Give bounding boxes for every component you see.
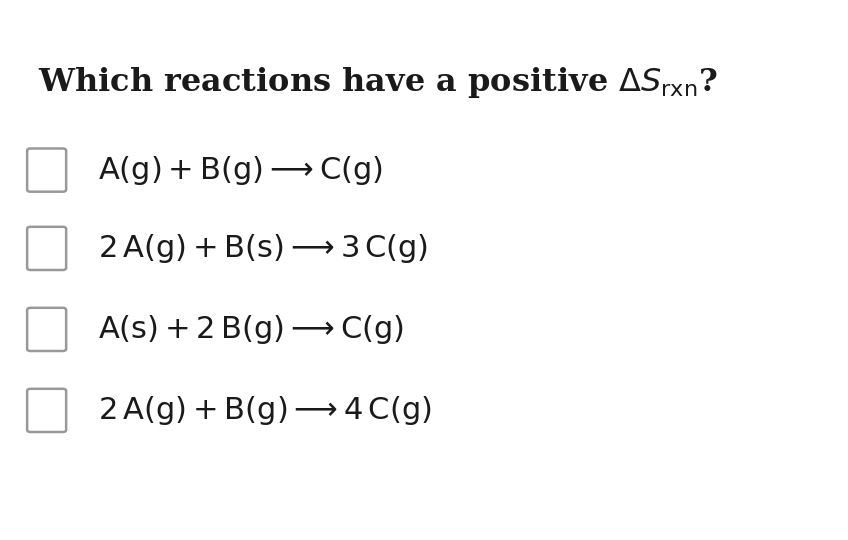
FancyBboxPatch shape <box>27 308 66 351</box>
Text: Which reactions have a positive $\Delta S_{\mathrm{rxn}}$?: Which reactions have a positive $\Delta … <box>38 65 717 100</box>
Text: $\mathrm{2\,A(g)+B(g)} \longrightarrow \mathrm{4\,C(g)}$: $\mathrm{2\,A(g)+B(g)} \longrightarrow \… <box>98 394 432 427</box>
Text: $\mathrm{A(s) + 2\,B(g)} \longrightarrow \mathrm{C(g)}$: $\mathrm{A(s) + 2\,B(g)} \longrightarrow… <box>98 313 404 346</box>
Text: $\mathrm{A(g)+B(g)} \longrightarrow \mathrm{C(g)}$: $\mathrm{A(g)+B(g)} \longrightarrow \mat… <box>98 153 382 187</box>
FancyBboxPatch shape <box>27 227 66 270</box>
FancyBboxPatch shape <box>27 148 66 192</box>
Text: $\mathrm{2\,A(g)+B(s)} \longrightarrow \mathrm{3\,C(g)}$: $\mathrm{2\,A(g)+B(s)} \longrightarrow \… <box>98 232 427 265</box>
FancyBboxPatch shape <box>27 389 66 432</box>
